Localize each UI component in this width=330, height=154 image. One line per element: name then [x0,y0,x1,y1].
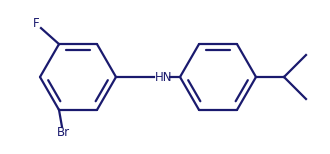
Text: F: F [33,17,39,30]
Text: Br: Br [56,126,70,139]
Text: HN: HN [155,71,173,83]
